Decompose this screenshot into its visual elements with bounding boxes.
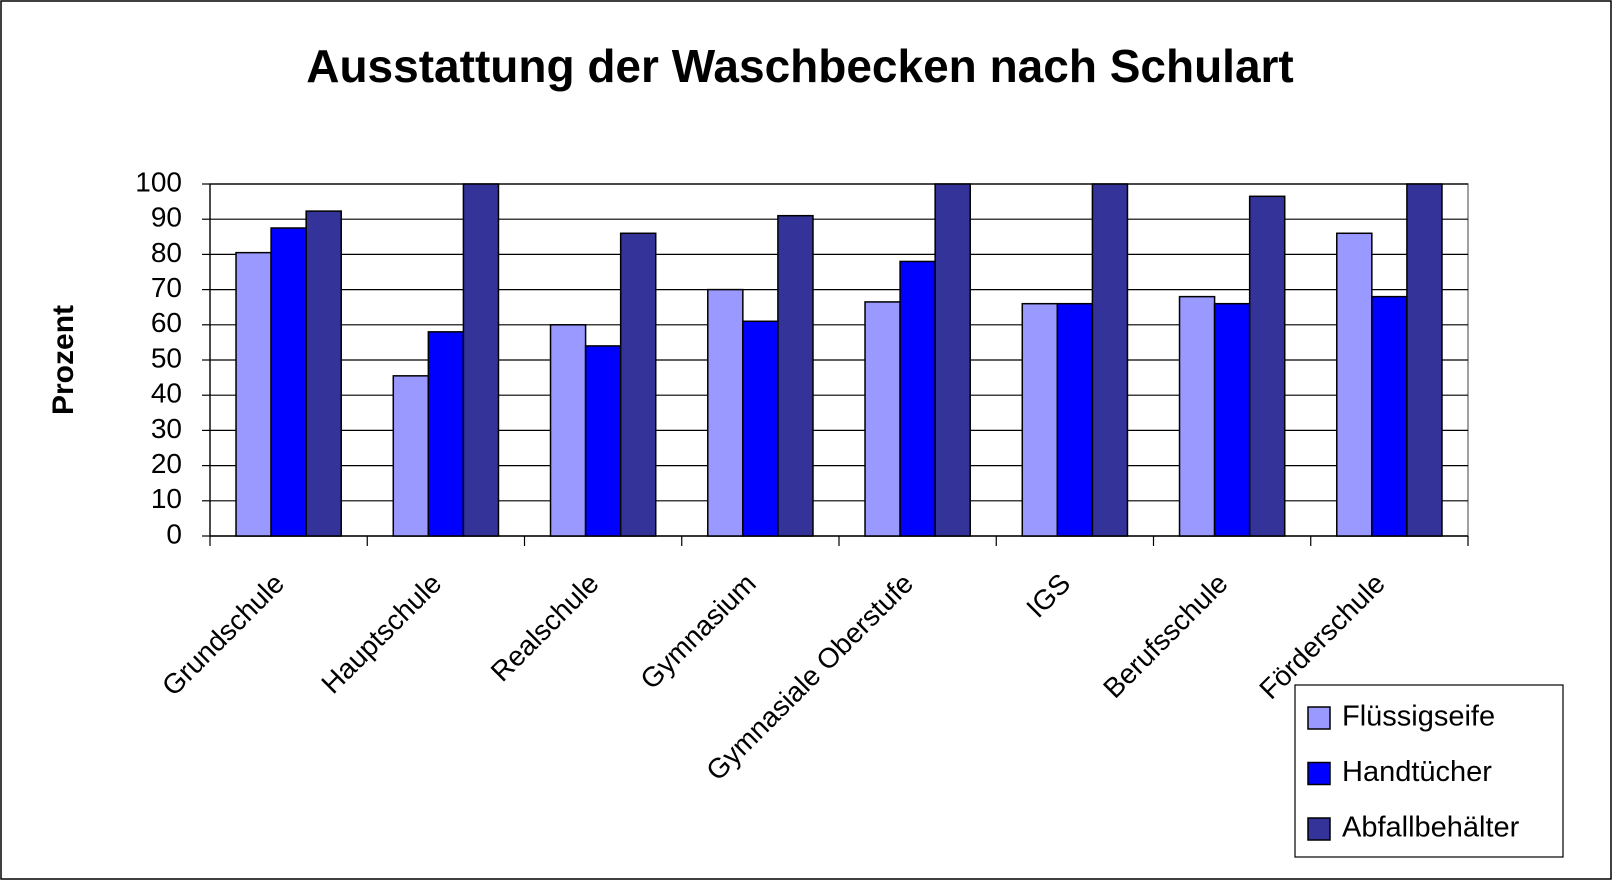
- bar: [1178, 295, 1216, 537]
- bar: [427, 331, 465, 537]
- legend-box: [1294, 684, 1564, 858]
- bar: [235, 251, 272, 537]
- y-tick-label: 40: [151, 378, 182, 409]
- bar: [270, 227, 307, 537]
- bar: [1213, 302, 1251, 537]
- legend-swatch: [1307, 706, 1331, 730]
- y-tick-label: 50: [151, 342, 182, 373]
- y-tick-label: 100: [135, 166, 182, 197]
- bar: [1406, 183, 1443, 537]
- y-axis-label: Prozent: [47, 305, 80, 415]
- legend-label: Abfallbehälter: [1342, 812, 1520, 844]
- legend-swatch: [1307, 817, 1331, 841]
- bar: [934, 183, 971, 537]
- bar: [777, 214, 814, 537]
- bar: [392, 375, 430, 537]
- y-tick-label: 20: [151, 448, 182, 479]
- bar: [1056, 302, 1094, 537]
- bar: [462, 183, 500, 537]
- bar: [707, 288, 744, 537]
- bar: [1021, 302, 1059, 537]
- y-tick-label: 0: [166, 518, 182, 549]
- legend-label: Flüssigseife: [1342, 701, 1495, 733]
- bar: [584, 345, 622, 537]
- bar: [1091, 183, 1129, 537]
- bar: [864, 301, 901, 537]
- bar: [1248, 195, 1286, 537]
- y-tick-label: 70: [151, 272, 182, 303]
- legend-label: Handtücher: [1342, 756, 1492, 788]
- bar: [619, 232, 657, 537]
- y-tick-label: 60: [151, 307, 182, 338]
- y-tick-label: 30: [151, 413, 182, 444]
- chart-title: Ausstattung der Waschbecken nach Schular…: [306, 40, 1294, 92]
- y-tick-label: 80: [151, 237, 182, 268]
- bar: [305, 210, 342, 537]
- bar: [1371, 295, 1408, 537]
- legend-swatch: [1307, 761, 1331, 786]
- y-tick-label: 10: [151, 483, 182, 514]
- bar: [549, 324, 587, 537]
- bar: [899, 260, 936, 537]
- y-tick-label: 90: [151, 202, 182, 233]
- bar: [742, 320, 779, 537]
- bar: [1336, 232, 1373, 537]
